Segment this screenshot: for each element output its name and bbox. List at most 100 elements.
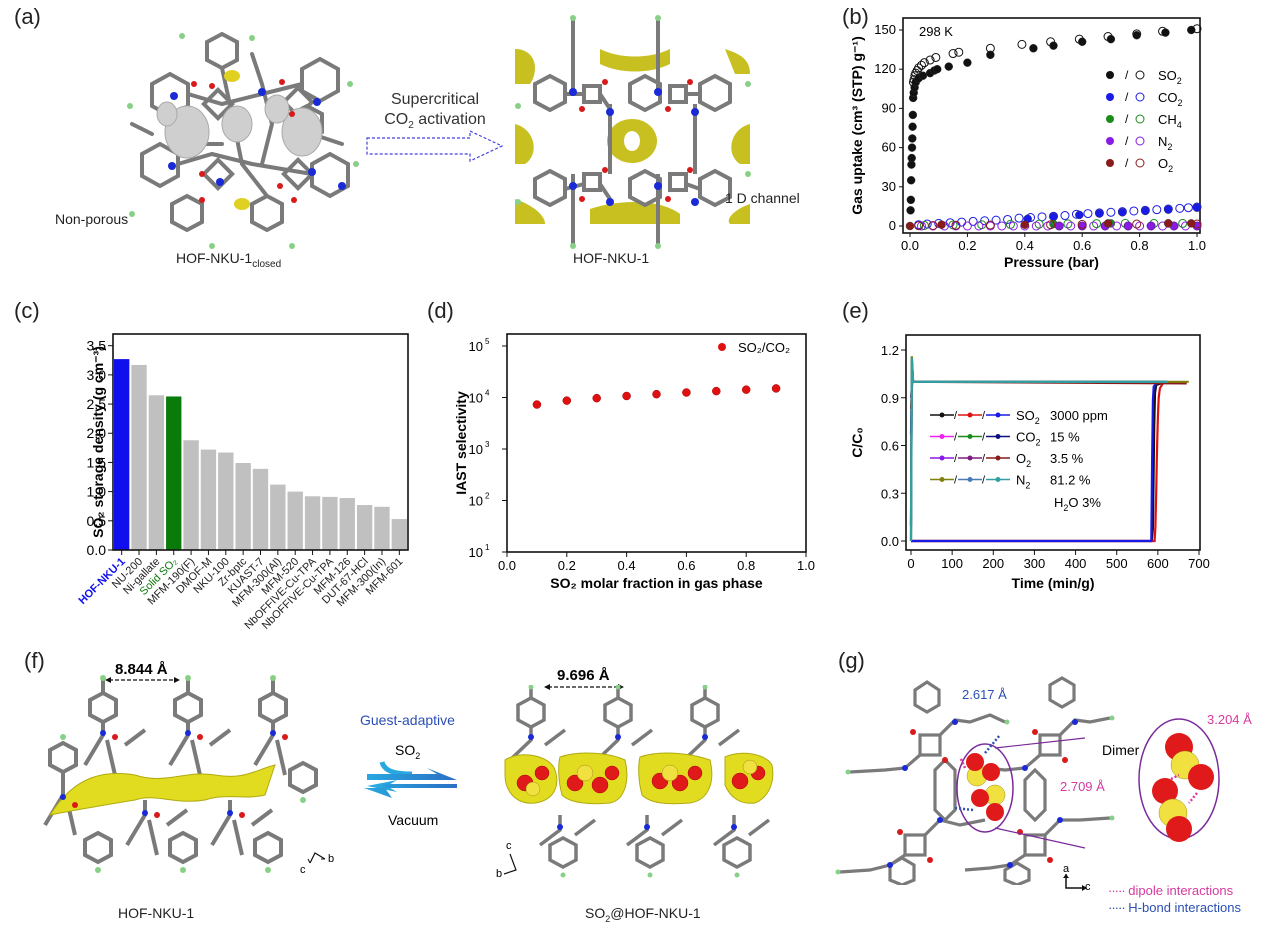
plot-frame (902, 17, 1201, 234)
legend-marker (718, 343, 726, 351)
legend-gas-label: SO2 (1016, 408, 1040, 426)
data-point-adsorption-CO2 (1075, 210, 1084, 220)
legend-marker-filled (1106, 115, 1114, 123)
axis-b-label-right: b (496, 868, 503, 880)
y-tick-label: 10 (469, 545, 483, 560)
closed-caption-main: HOF-NKU-1 (176, 250, 253, 266)
bar-DUT-67-HCl (356, 505, 373, 550)
legend-slash: / (954, 432, 958, 444)
panel-c-label: (c) (14, 298, 40, 323)
data-point-desorption-CH4 (1092, 219, 1102, 229)
y-tick-label: 0.3 (881, 486, 899, 501)
legend-label-CH4: CH4 (1158, 112, 1182, 130)
data-point-adsorption-O2 (1103, 219, 1113, 228)
y-tick-label: 3.5 (87, 338, 107, 354)
data-point-adsorption-SO2 (907, 143, 917, 152)
data-point-desorption-SO2 (925, 55, 935, 65)
legend-concentration: 81.2 % (1050, 473, 1091, 488)
axes-left-icon (307, 852, 326, 864)
legend-concentration: 15 % (1050, 430, 1080, 445)
panel-d-label: (d) (427, 298, 454, 323)
x-tick-label: 0.8 (737, 558, 755, 573)
legend-marker-open (1135, 136, 1145, 146)
so2-hof-caption-rest: @HOF-NKU-1 (610, 905, 701, 921)
y-tick-label: 1.0 (87, 484, 107, 500)
y-tick-exponent: 1 (485, 543, 490, 552)
bar-MFM-300(Al) (270, 484, 286, 550)
axis-c-label: c (300, 864, 306, 876)
y-tick-label: 1.5 (87, 454, 107, 470)
y-axis-title: IAST selectivity (453, 391, 469, 495)
so2-forward-main: SO (395, 742, 416, 758)
data-point-adsorption-SO2 (1106, 34, 1116, 44)
axis-a-label: a (1063, 863, 1070, 875)
y-tick-label: 0.5 (87, 513, 107, 529)
y-tick-label: 150 (874, 22, 896, 37)
x-tick-label: 0.8 (1131, 238, 1149, 253)
activation-line2: CO2 activation (365, 110, 505, 136)
axis-c-label-g: c (1085, 881, 1091, 893)
data-point-adsorption-CO2 (1118, 208, 1127, 217)
axes-a-c: a c (1060, 863, 1091, 896)
x-tick-label: 1.0 (1188, 238, 1206, 253)
structure-hof-nku-1-closed (112, 14, 372, 254)
legend-hbond-text: H-bond interactions (1128, 900, 1242, 915)
data-point-adsorption-O2 (937, 220, 946, 229)
x-tick-label: 0.2 (558, 558, 576, 573)
legend-label-SO2: SO2 (1158, 68, 1182, 86)
series-line-O2-run2 (909, 380, 1167, 398)
data-point-desorption-CO2 (1083, 209, 1093, 219)
y-tick-label: 0.6 (881, 439, 899, 454)
series-line-SO2-run3 (911, 381, 1159, 543)
so2-forward-label: SO2 (395, 742, 420, 761)
data-point-adsorption-SO2 (1187, 25, 1196, 35)
y-tick-label: 2.5 (87, 396, 107, 412)
y-tick-label: 120 (874, 61, 896, 76)
series-line-O2-run3 (909, 380, 1187, 409)
y-tick-label: 3.0 (87, 367, 107, 383)
non-porous-note: Non-porous (55, 211, 129, 227)
bar-KUAST-7 (252, 468, 269, 550)
x-tick-label: 0.4 (618, 558, 636, 573)
legend-gas-label: O2 (1016, 451, 1031, 469)
data-point-adsorption-SO2 (1029, 44, 1038, 53)
legend-slash: / (1125, 90, 1129, 104)
closed-structure-caption: HOF-NKU-1closed (176, 250, 281, 270)
hbond-line-icon: ····· (1108, 900, 1126, 915)
y-tick-label: 10 (469, 494, 483, 509)
axis-c-label-right: c (506, 840, 512, 852)
x-tick-label: 100 (941, 556, 963, 571)
bar-MFM-190(F) (183, 440, 199, 550)
y-tick-label: 0.9 (881, 391, 899, 406)
data-point (712, 386, 721, 396)
data-point-desorption-CH4 (1034, 219, 1044, 229)
data-point-desorption-SO2 (931, 52, 941, 62)
y-tick-label: 0 (889, 218, 896, 233)
data-point-desorption-SO2 (954, 47, 964, 57)
legend-dipole: ····· dipole interactions (1108, 882, 1241, 899)
bar-Solid SO₂ (166, 396, 182, 550)
legend-slash: / (982, 453, 986, 465)
series-line-SO2-run1 (911, 380, 1167, 543)
hof-distance-arrow-icon (105, 677, 180, 683)
humidity-note: H2O 3% (1054, 495, 1101, 513)
data-point-desorption-O2 (1077, 219, 1087, 229)
legend-concentration: 3000 ppm (1050, 408, 1108, 423)
series-line-N2-run3 (909, 357, 1169, 542)
legend-marker (967, 434, 973, 439)
legend-marker-open (1135, 158, 1145, 168)
legend-gas-label: CO2 (1016, 430, 1041, 448)
data-point-desorption-N2 (1135, 221, 1145, 231)
panel-g-label: (g) (838, 648, 865, 673)
data-point-adsorption-SO2 (1077, 37, 1087, 46)
x-tick-label: 400 (1065, 556, 1087, 571)
x-axis-title: Time (min/g) (1012, 575, 1095, 591)
data-point-adsorption-SO2 (906, 206, 915, 215)
data-point-adsorption-N2 (1146, 221, 1156, 231)
data-point-desorption-N2 (1089, 221, 1099, 231)
dipole-line-icon: ····· (1108, 883, 1126, 898)
chart-b-gas-uptake: 0.0 0.2 0.4 0.6 0.8 1.0 0 30 60 90 120 150 Pressure … (849, 17, 1206, 270)
legend-marker-open (1135, 92, 1145, 102)
closed-caption-sub: closed (252, 258, 282, 270)
plot-frame (506, 333, 807, 553)
